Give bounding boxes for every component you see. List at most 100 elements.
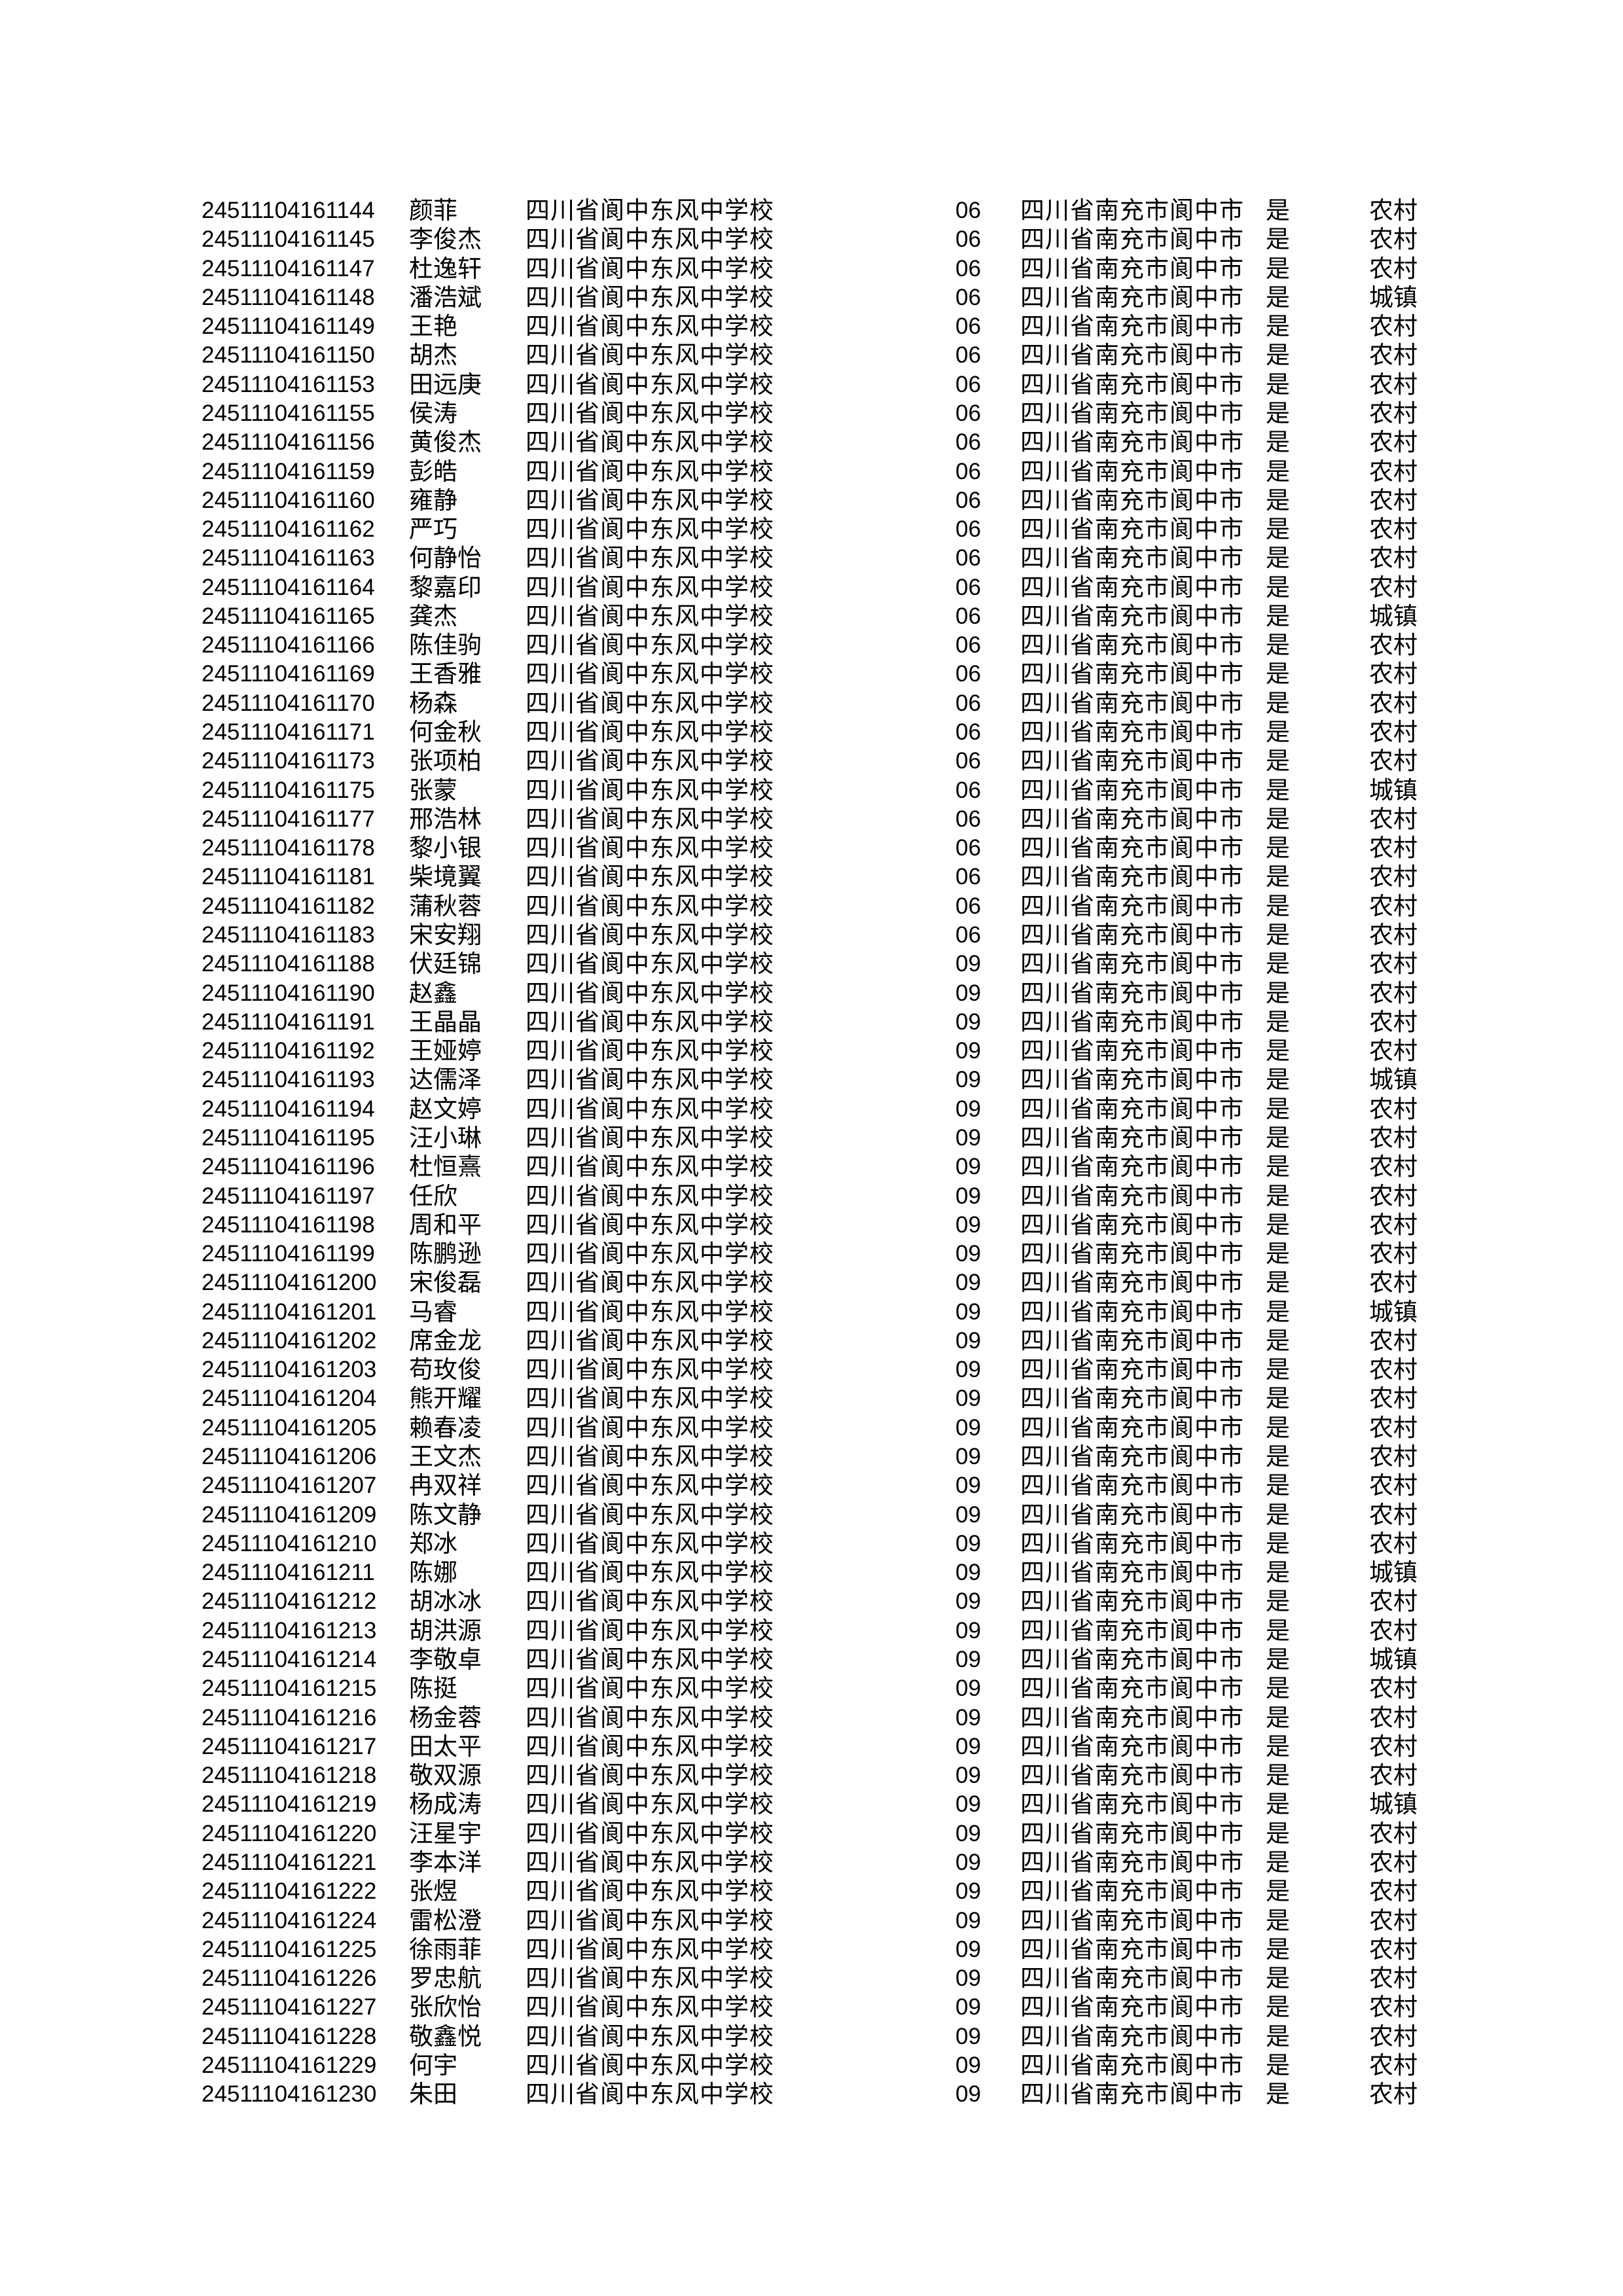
school-cell: 四川省阆中东风中学校: [526, 1211, 774, 1238]
student-id-cell: 24511104161145: [202, 226, 375, 253]
student-id-cell: 24511104161211: [202, 1560, 375, 1586]
code-cell: 09: [955, 2023, 981, 2049]
school-cell: 四川省阆中东风中学校: [526, 342, 774, 369]
region-cell: 四川省南充市阆中市: [1020, 863, 1244, 891]
code-cell: 06: [955, 342, 981, 368]
school-cell: 四川省阆中东风中学校: [526, 1240, 774, 1268]
student-name-cell: 李俊杰: [409, 226, 482, 253]
code-cell: 09: [955, 1270, 981, 1296]
student-id-cell: 24511104161177: [202, 806, 375, 832]
code-cell: 09: [955, 1414, 981, 1441]
student-name-cell: 赵鑫: [409, 979, 457, 1007]
school-cell: 四川省阆中东风中学校: [526, 632, 774, 659]
student-name-cell: 汪星宇: [409, 1820, 482, 1847]
school-cell: 四川省阆中东风中学校: [526, 516, 774, 543]
table-row: 24511104161201 马睿 四川省阆中东风中学校 09 四川省南充市阆中市是 城镇: [0, 1298, 1623, 1327]
student-name-cell: 王文杰: [409, 1443, 482, 1471]
table-row: 24511104161155 侯涛 四川省阆中东风中学校 06 四川省南充市阆中市是 农村: [0, 399, 1623, 428]
table-row: 24511104161153 田远庚 四川省阆中东风中学校 06 四川省南充市阆中市是 农…: [0, 370, 1623, 399]
region-cell: 四川省南充市阆中市: [1020, 922, 1244, 948]
table-row: 24511104161230 朱田 四川省阆中东风中学校 09 四川省南充市阆中市是 农村: [0, 2080, 1623, 2109]
residence-type-cell: 农村: [1369, 2051, 1418, 2079]
school-cell: 四川省阆中东风中学校: [526, 399, 774, 427]
table-row: 24511104161192 王娅婷 四川省阆中东风中学校 09 四川省南充市阆中市是 农…: [0, 1037, 1623, 1066]
school-cell: 四川省阆中东风中学校: [526, 1124, 774, 1151]
student-name-cell: 何宇: [409, 2051, 457, 2079]
student-id-cell: 24511104161178: [202, 835, 375, 861]
table-row: 24511104161198 周和平 四川省阆中东风中学校 09 四川省南充市阆中市是 农…: [0, 1211, 1623, 1240]
residence-type-cell: 城镇: [1369, 1646, 1418, 1673]
region-cell: 四川省南充市阆中市: [1020, 1269, 1244, 1297]
student-id-cell: 24511104161194: [202, 1096, 375, 1122]
table-row: 24511104161191 王晶晶 四川省阆中东风中学校 09 四川省南充市阆中市是 农…: [0, 1008, 1623, 1037]
region-cell: 四川省南充市阆中市: [1020, 342, 1244, 369]
flag-cell: 是: [1266, 1530, 1290, 1557]
code-cell: 09: [955, 1849, 981, 1875]
residence-type-cell: 城镇: [1369, 1791, 1418, 1818]
table-row: 24511104161221 李本洋 四川省阆中东风中学校 09 四川省南充市阆中市是 农…: [0, 1848, 1623, 1877]
flag-cell: 是: [1266, 429, 1290, 456]
flag-cell: 是: [1266, 1935, 1290, 1963]
residence-type-cell: 农村: [1369, 457, 1418, 485]
school-cell: 四川省阆中东风中学校: [526, 1704, 774, 1731]
school-cell: 四川省阆中东风中学校: [526, 226, 774, 253]
student-name-cell: 陈娜: [409, 1559, 457, 1587]
school-cell: 四川省阆中东风中学校: [526, 1066, 774, 1094]
flag-cell: 是: [1266, 370, 1290, 398]
residence-type-cell: 农村: [1369, 632, 1418, 659]
student-id-cell: 24511104161149: [202, 314, 375, 340]
code-cell: 06: [955, 429, 981, 456]
code-cell: 06: [955, 371, 981, 397]
code-cell: 09: [955, 1647, 981, 1672]
flag-cell: 是: [1266, 1588, 1290, 1615]
residence-type-cell: 农村: [1369, 1848, 1418, 1876]
residence-type-cell: 农村: [1369, 1385, 1418, 1412]
flag-cell: 是: [1266, 863, 1290, 891]
code-cell: 09: [955, 1473, 981, 1499]
student-name-cell: 柴境翼: [409, 863, 482, 891]
student-name-cell: 敬鑫悦: [409, 2022, 482, 2050]
school-cell: 四川省阆中东风中学校: [526, 1472, 774, 1499]
student-id-cell: 24511104161164: [202, 574, 375, 600]
school-cell: 四川省阆中东风中学校: [526, 979, 774, 1007]
residence-type-cell: 城镇: [1369, 1559, 1418, 1587]
flag-cell: 是: [1266, 255, 1290, 282]
region-cell: 四川省南充市阆中市: [1020, 486, 1244, 514]
table-row: 24511104161166 陈佳驹 四川省阆中东风中学校 06 四川省南充市阆中市是 农…: [0, 631, 1623, 660]
student-name-cell: 彭皓: [409, 457, 457, 485]
region-cell: 四川省南充市阆中市: [1020, 1124, 1244, 1151]
student-id-cell: 24511104161160: [202, 487, 375, 513]
code-cell: 06: [955, 458, 981, 484]
region-cell: 四川省南充市阆中市: [1020, 1820, 1244, 1847]
student-name-cell: 黄俊杰: [409, 429, 482, 456]
table-row: 24511104161220 汪星宇 四川省阆中东风中学校 09 四川省南充市阆中市是 农…: [0, 1820, 1623, 1848]
code-cell: 09: [955, 980, 981, 1006]
residence-type-cell: 农村: [1369, 255, 1418, 282]
residence-type-cell: 农村: [1369, 1240, 1418, 1268]
region-cell: 四川省南充市阆中市: [1020, 1008, 1244, 1035]
student-id-cell: 24511104161175: [202, 777, 375, 803]
student-name-cell: 杨金蓉: [409, 1704, 482, 1731]
student-name-cell: 杨森: [409, 689, 457, 717]
school-cell: 四川省阆中东风中学校: [526, 1935, 774, 1963]
region-cell: 四川省南充市阆中市: [1020, 834, 1244, 862]
student-id-cell: 24511104161228: [202, 2023, 377, 2049]
residence-type-cell: 农村: [1369, 922, 1418, 948]
residence-type-cell: 农村: [1369, 342, 1418, 369]
school-cell: 四川省阆中东风中学校: [526, 573, 774, 601]
table-row: 24511104161199 陈鹏逊 四川省阆中东风中学校 09 四川省南充市阆中市是 农…: [0, 1240, 1623, 1268]
student-name-cell: 徐雨菲: [409, 1935, 482, 1963]
student-id-cell: 24511104161215: [202, 1676, 377, 1702]
region-cell: 四川省南充市阆中市: [1020, 950, 1244, 978]
student-id-cell: 24511104161197: [202, 1183, 375, 1209]
flag-cell: 是: [1266, 950, 1290, 978]
student-id-cell: 24511104161192: [202, 1038, 375, 1064]
residence-type-cell: 农村: [1369, 313, 1418, 340]
table-row: 24511104161219 杨成涛 四川省阆中东风中学校 09 四川省南充市阆中市是 城…: [0, 1790, 1623, 1819]
table-row: 24511104161194 赵文婷 四川省阆中东风中学校 09 四川省南充市阆中市是 农…: [0, 1095, 1623, 1124]
student-id-cell: 24511104161226: [202, 1965, 377, 1992]
student-id-cell: 24511104161212: [202, 1588, 377, 1615]
code-cell: 09: [955, 1444, 981, 1470]
residence-type-cell: 城镇: [1369, 1298, 1418, 1325]
flag-cell: 是: [1266, 1182, 1290, 1210]
